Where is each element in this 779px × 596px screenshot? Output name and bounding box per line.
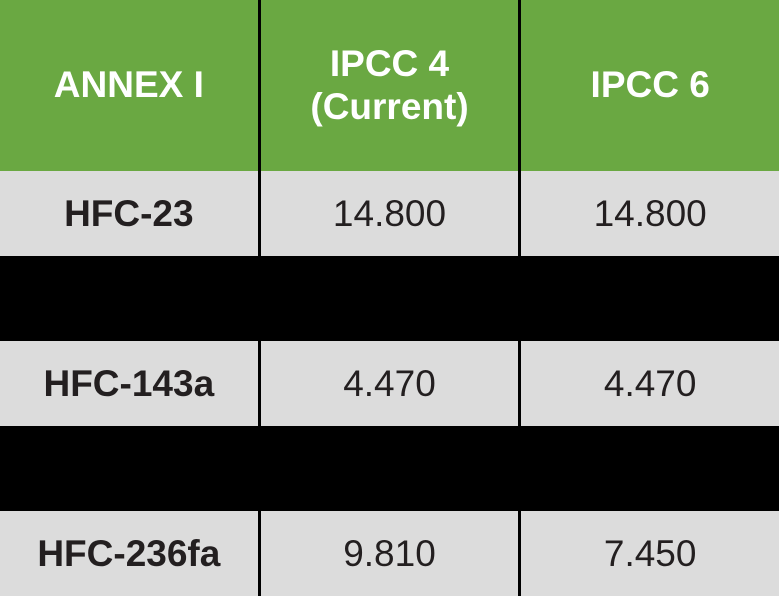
- row-ipcc4: 9.810: [261, 511, 522, 596]
- table-row-empty: [0, 426, 779, 511]
- table-row-empty: [0, 256, 779, 341]
- row-name: HFC-23: [0, 171, 261, 256]
- col-header-annex: ANNEX I: [0, 0, 261, 171]
- row-ipcc6: 14.800: [521, 171, 779, 256]
- empty-cell: [261, 256, 522, 341]
- row-name: HFC-236fa: [0, 511, 261, 596]
- table-row: HFC-23 14.800 14.800: [0, 171, 779, 256]
- row-ipcc6: 7.450: [521, 511, 779, 596]
- col-header-ipcc6: IPCC 6: [521, 0, 779, 171]
- empty-cell: [0, 426, 261, 511]
- gwp-table: ANNEX I IPCC 4 (Current) IPCC 6 HFC-23 1…: [0, 0, 779, 596]
- row-name: HFC-143a: [0, 341, 261, 426]
- table-row: HFC-236fa 9.810 7.450: [0, 511, 779, 596]
- row-ipcc6: 4.470: [521, 341, 779, 426]
- empty-cell: [261, 426, 522, 511]
- empty-cell: [0, 256, 261, 341]
- row-ipcc4: 14.800: [261, 171, 522, 256]
- col-header-ipcc4: IPCC 4 (Current): [261, 0, 522, 171]
- empty-cell: [521, 426, 779, 511]
- row-ipcc4: 4.470: [261, 341, 522, 426]
- table-row: HFC-143a 4.470 4.470: [0, 341, 779, 426]
- empty-cell: [521, 256, 779, 341]
- table-header-row: ANNEX I IPCC 4 (Current) IPCC 6: [0, 0, 779, 171]
